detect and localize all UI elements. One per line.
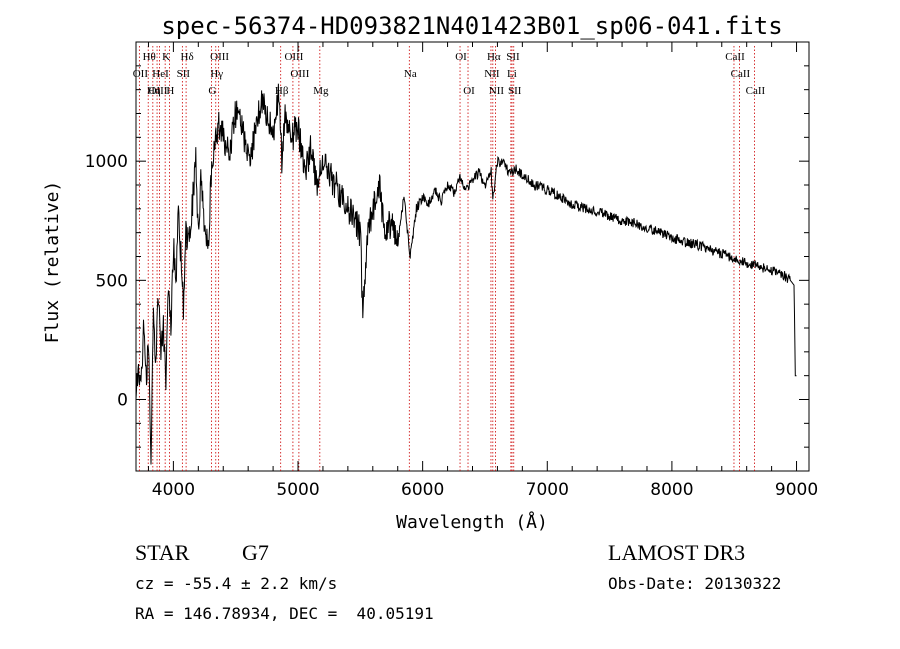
spectral-line-label: OIII xyxy=(149,85,168,97)
spectral-line-label: H xyxy=(166,85,174,97)
spectral-line-label: Hη xyxy=(147,85,161,97)
spectral-line-label: Mg xyxy=(313,85,329,97)
object-subclass: G7 xyxy=(242,540,269,565)
object-class: STAR xyxy=(135,540,190,565)
spectral-line-label: Hθ xyxy=(143,51,156,63)
redshift-readout: cz = -55.4 ± 2.2 km/s xyxy=(135,574,338,593)
spectrum-series-line xyxy=(135,83,797,465)
x-tick-label: 5000 xyxy=(276,480,319,500)
spectral-line-label: OIII xyxy=(210,51,229,63)
spectral-line-label: OIII xyxy=(290,68,309,80)
chart-title: spec-56374-HD093821N401423B01_sp06-041.f… xyxy=(161,12,782,40)
x-axis-ticks: 4000 5000 6000 7000 8000 9000 xyxy=(147,42,818,500)
spectral-line-label: Hγ xyxy=(210,68,223,80)
ra-dec-readout: RA = 146.78934, DEC = 40.05191 xyxy=(135,604,434,623)
spectral-line-label: CaII xyxy=(746,85,766,97)
survey-name: LAMOST DR3 xyxy=(608,540,746,565)
spectral-line-label: OIII xyxy=(284,51,303,63)
spectral-line-label: OI xyxy=(463,85,475,97)
spectral-line-label: OII xyxy=(133,68,149,80)
y-tick-label: 1000 xyxy=(85,152,128,172)
spectral-line-label: Li xyxy=(507,68,517,80)
spectral-line-markers xyxy=(138,46,755,471)
spectral-line-label: NII xyxy=(489,85,505,97)
x-tick-label: 6000 xyxy=(401,480,444,500)
spectral-line-label: K xyxy=(162,51,170,63)
spectral-line-label: G xyxy=(208,85,216,97)
spectral-line-label: HeI xyxy=(152,68,169,80)
spectral-line-label: Hδ xyxy=(181,51,194,63)
y-tick-label: 0 xyxy=(117,391,128,411)
spectral-line-label: SII xyxy=(508,85,522,97)
y-tick-label: 500 xyxy=(96,271,128,291)
x-tick-label: 9000 xyxy=(775,480,818,500)
x-tick-label: 8000 xyxy=(650,480,693,500)
y-axis-ticks: 0 500 1000 xyxy=(85,65,809,448)
y-axis-label: Flux (relative) xyxy=(42,181,63,344)
spectral-line-label: Na xyxy=(404,68,417,80)
observation-date: Obs-Date: 20130322 xyxy=(608,574,782,593)
x-tick-label: 4000 xyxy=(152,480,195,500)
spectral-line-label: CaII xyxy=(731,68,751,80)
spectral-line-label: SII xyxy=(177,68,191,80)
spectral-line-label: NII xyxy=(484,68,500,80)
x-tick-label: 7000 xyxy=(526,480,569,500)
spectral-line-label: SII xyxy=(506,51,520,63)
spectral-line-label: OI xyxy=(455,51,467,63)
spectral-line-label: Hα xyxy=(487,51,501,63)
spectral-line-label: CaII xyxy=(725,51,745,63)
x-axis-label: Wavelength (Å) xyxy=(396,511,548,533)
